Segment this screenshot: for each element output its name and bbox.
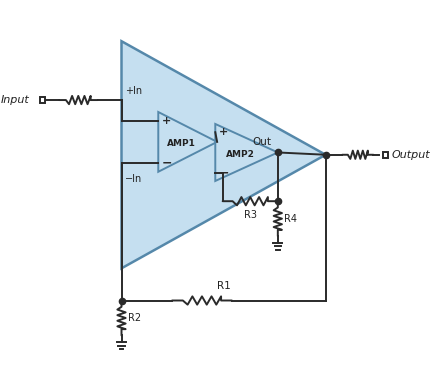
Text: R4: R4: [283, 214, 296, 223]
Polygon shape: [215, 124, 277, 181]
Text: R2: R2: [128, 313, 141, 323]
Polygon shape: [158, 112, 217, 172]
Text: −: −: [218, 166, 229, 179]
Text: Input: Input: [1, 95, 30, 105]
Text: R1: R1: [216, 281, 230, 291]
Text: Output: Output: [391, 150, 430, 160]
Text: AMP2: AMP2: [225, 150, 254, 159]
Text: R3: R3: [243, 210, 256, 220]
Text: AMP1: AMP1: [167, 139, 196, 148]
Text: −: −: [161, 156, 172, 169]
Text: +: +: [161, 116, 171, 126]
Text: −In: −In: [125, 174, 142, 184]
Text: Out: Out: [251, 137, 270, 147]
Polygon shape: [121, 41, 325, 268]
Bar: [382, 152, 387, 157]
Bar: [39, 97, 45, 103]
Text: +In: +In: [125, 86, 142, 96]
Text: +: +: [218, 127, 228, 137]
